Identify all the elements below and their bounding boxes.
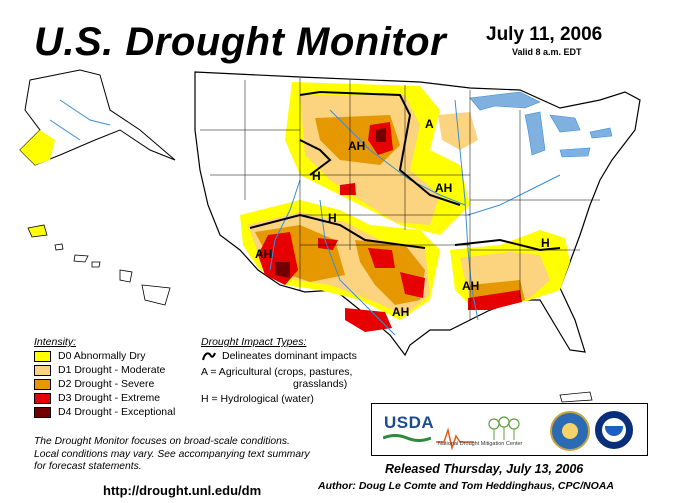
alaska-d0 xyxy=(20,130,55,165)
great-lakes xyxy=(469,91,613,158)
d4-swatch xyxy=(34,406,51,418)
usda-wave-icon xyxy=(383,434,431,442)
website-link[interactable]: http://drought.unl.edu/dm xyxy=(103,483,262,498)
hawaii-d0 xyxy=(27,224,48,238)
map-label-a-minnesota: A xyxy=(425,117,434,131)
impact-agricultural: A = Agricultural (crops, pastures, xyxy=(201,366,353,378)
legend-item-d4: D4 Drought - Exceptional xyxy=(34,406,175,418)
rio-grande xyxy=(319,199,396,336)
hawaii-islands xyxy=(54,243,171,306)
d3-south-texas xyxy=(345,308,392,332)
d3-new-mexico xyxy=(318,238,338,250)
d1-swatch xyxy=(34,364,51,376)
impact-hydrological: H = Hydrological (water) xyxy=(201,393,314,405)
noaa-seal-icon xyxy=(595,411,633,449)
ndmc-logo-icon xyxy=(436,416,520,451)
impact-agricultural-cont: grasslands) xyxy=(293,378,348,390)
legend-item-d2: D2 Drought - Severe xyxy=(34,378,154,390)
ndmc-label: National Drought Mitigation Center xyxy=(438,441,523,447)
d3-gulf-coast xyxy=(468,290,522,310)
impact-types-title: Drought Impact Types: xyxy=(201,336,307,348)
legend-item-d0: D0 Abnormally Dry xyxy=(34,350,146,362)
d2-swatch xyxy=(34,378,51,390)
map-label-ah-texas: AH xyxy=(392,305,409,319)
doc-seal-icon xyxy=(550,411,590,451)
legend-item-d3: D3 Drought - Extreme xyxy=(34,392,160,404)
map-label-ah-dakota: AH xyxy=(348,139,365,153)
d3-nebraska xyxy=(340,183,356,195)
colorado-river xyxy=(269,179,301,271)
impact-line-icon xyxy=(202,352,216,361)
d0-swatch xyxy=(34,350,51,362)
footnote: The Drought Monitor focuses on broad-sca… xyxy=(34,436,310,472)
map-label-ah-gulf: AH xyxy=(462,279,479,293)
map-date: July 11, 2006 xyxy=(486,24,603,45)
map-label-h-colorado: H xyxy=(328,211,337,225)
map-label-ah-arizona: AH xyxy=(255,247,272,261)
legend-item-d1: D1 Drought - Moderate xyxy=(34,364,165,376)
map-label-h-montana: H xyxy=(312,169,321,183)
d4-arizona xyxy=(275,262,290,278)
puerto-rico xyxy=(559,391,593,403)
map-label-ah-iowa: AH xyxy=(435,181,452,195)
release-date: Released Thursday, July 13, 2006 xyxy=(385,462,584,476)
d3-swatch xyxy=(34,392,51,404)
intensity-title: Intensity: xyxy=(34,336,77,348)
missouri-river xyxy=(329,109,466,206)
mississippi-river xyxy=(454,99,479,321)
impact-line-desc: Delineates dominant impacts xyxy=(222,350,357,362)
partner-logos: USDA National Drought Mitigation Center xyxy=(371,403,648,456)
page-title: U.S. Drought Monitor xyxy=(34,20,447,64)
authors: Author: Doug Le Comte and Tom Heddinghau… xyxy=(318,480,614,492)
map-label-h-carolina: H xyxy=(541,236,550,250)
usda-logo: USDA xyxy=(384,413,435,432)
d3-texas xyxy=(400,272,425,298)
ohio-river xyxy=(467,174,561,216)
d3-oklahoma xyxy=(368,248,395,268)
d4-dakota xyxy=(376,128,386,142)
valid-time: Valid 8 a.m. EDT xyxy=(512,47,582,57)
